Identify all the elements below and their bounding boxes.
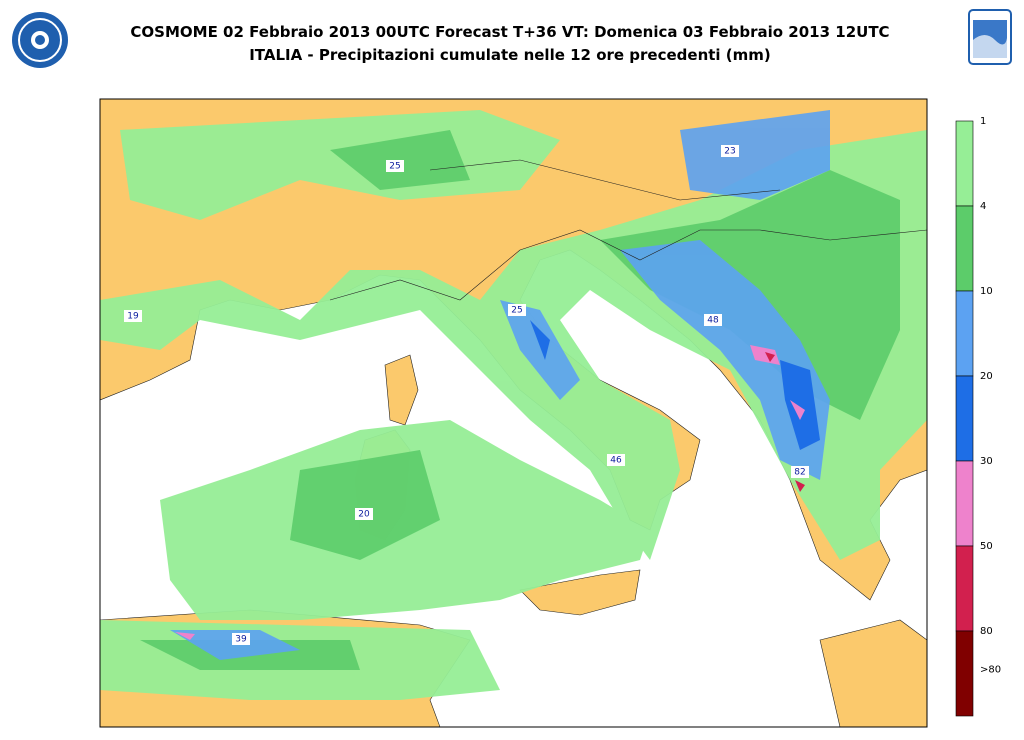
subtitle: ITALIA - Precipitazioni cumulate nelle 1… (249, 46, 771, 64)
logo-right (968, 9, 1012, 65)
legend-label: 30 (980, 456, 993, 467)
maxima-box (232, 633, 250, 645)
legend-label: 20 (980, 371, 993, 382)
title: COSMOME 02 Febbraio 2013 00UTC Forecast … (130, 23, 889, 41)
maxima-box (704, 314, 722, 326)
legend-label: 1 (980, 116, 986, 127)
maxima-label: 25 (511, 306, 522, 316)
legend-swatch (955, 120, 974, 207)
legend-swatch (955, 375, 974, 462)
legend-swatch (955, 290, 974, 377)
maxima-label: 19 (127, 312, 139, 322)
maxima-label: 20 (358, 510, 370, 520)
maxima-box (791, 466, 809, 478)
maxima-label: 25 (389, 162, 400, 172)
maxima-label: 82 (794, 468, 805, 478)
maxima-label: 46 (610, 456, 622, 466)
map (99, 98, 928, 728)
maxima-box (508, 304, 526, 316)
maxima-box (355, 508, 373, 520)
legend-label: 50 (980, 541, 993, 552)
maxima-box (607, 454, 625, 466)
maxima-label: 48 (707, 316, 719, 326)
maxima-box (386, 160, 404, 172)
legend-label: 80 (980, 626, 993, 637)
maxima-box (721, 145, 739, 157)
legend-label: 10 (980, 286, 993, 297)
legend-swatch (955, 545, 974, 632)
maxima-label: 23 (724, 147, 735, 157)
legend-swatch (955, 205, 974, 292)
maxima-label: 39 (235, 635, 247, 645)
legend-label: 4 (980, 201, 986, 212)
legend-swatch (955, 630, 974, 717)
legend-label: >80 (980, 664, 1001, 675)
legend: 1 4 10 20 30 50 80 >80 (955, 116, 1001, 717)
legend-swatch (955, 460, 974, 547)
maxima-labels: 25 23 19 25 48 46 82 20 39 (124, 145, 809, 645)
maxima-box (124, 310, 142, 322)
logo-left (12, 12, 68, 68)
